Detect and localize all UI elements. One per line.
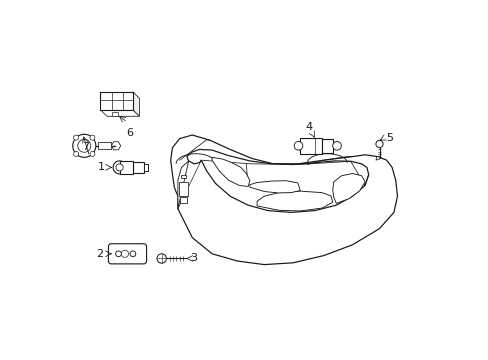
Polygon shape <box>300 138 321 154</box>
Circle shape <box>90 135 95 140</box>
FancyBboxPatch shape <box>108 244 146 264</box>
Circle shape <box>74 152 79 157</box>
Polygon shape <box>321 139 333 153</box>
Text: 4: 4 <box>305 122 312 132</box>
Polygon shape <box>178 161 188 209</box>
Polygon shape <box>180 197 186 203</box>
Text: 7: 7 <box>82 142 89 152</box>
Circle shape <box>90 152 95 157</box>
Circle shape <box>115 251 121 257</box>
Circle shape <box>121 250 128 257</box>
Polygon shape <box>101 110 139 116</box>
Circle shape <box>74 135 79 140</box>
Circle shape <box>73 134 96 157</box>
Circle shape <box>294 141 302 150</box>
Polygon shape <box>257 191 332 211</box>
Text: 2: 2 <box>96 249 103 259</box>
Polygon shape <box>179 182 187 196</box>
Text: 6: 6 <box>125 128 133 138</box>
Polygon shape <box>170 135 397 265</box>
Polygon shape <box>181 175 186 178</box>
Text: 1: 1 <box>98 162 105 172</box>
Circle shape <box>130 251 136 257</box>
Polygon shape <box>375 157 380 160</box>
Circle shape <box>78 139 91 152</box>
Polygon shape <box>332 174 365 203</box>
Polygon shape <box>120 161 133 174</box>
Text: 5: 5 <box>385 132 392 143</box>
Polygon shape <box>186 149 368 212</box>
Polygon shape <box>98 142 111 149</box>
Circle shape <box>113 161 126 174</box>
Polygon shape <box>249 181 300 193</box>
Polygon shape <box>101 92 133 110</box>
Circle shape <box>157 254 166 263</box>
Polygon shape <box>212 157 249 186</box>
Polygon shape <box>133 92 139 116</box>
Circle shape <box>116 164 123 171</box>
Circle shape <box>332 141 341 150</box>
Text: 3: 3 <box>190 253 197 264</box>
Polygon shape <box>112 112 118 116</box>
Polygon shape <box>133 162 143 173</box>
Polygon shape <box>143 164 148 171</box>
Circle shape <box>375 140 382 148</box>
